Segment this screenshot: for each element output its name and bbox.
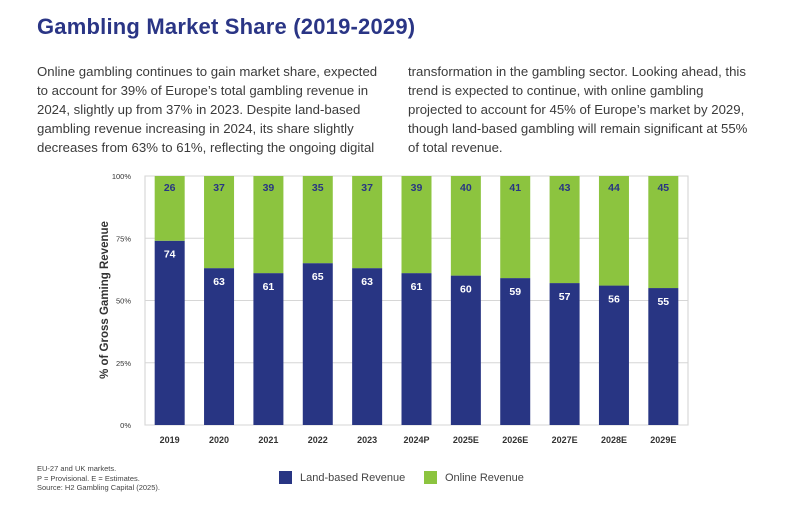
axes: 0% 25% 50% 75% 100% 2019 2020 2021 2022 2023 2024P… [112, 172, 677, 445]
bar-land-2023 [352, 268, 383, 425]
data-label-land-2027E: 57 [559, 291, 571, 303]
bar-online-2020 [204, 176, 235, 269]
bar-online-2024P [401, 176, 432, 274]
data-label-online-2019: 26 [164, 182, 176, 194]
bar-land-2019 [154, 240, 185, 425]
data-label-land-2024P: 61 [411, 281, 423, 293]
data-label-land-2021: 61 [263, 281, 275, 293]
bar-online-2027E [549, 176, 580, 284]
legend: Land-based Revenue Online Revenue [0, 471, 800, 489]
x-tick-label-2021: 2021 [258, 435, 278, 445]
bar-online-2019 [154, 176, 185, 241]
bar-online-2028E [598, 176, 629, 286]
x-tick-label-2020: 2020 [209, 435, 229, 445]
bar-online-2029E [648, 176, 679, 289]
legend-swatch-online [424, 471, 437, 484]
footnote-abbreviations: P = Provisional. E = Estimates. [37, 473, 140, 483]
data-label-online-2026E: 41 [509, 182, 521, 194]
footnote-markets: EU-27 and UK markets. [37, 464, 117, 473]
x-tick-label-2022: 2022 [308, 435, 328, 445]
data-label-land-2022: 65 [312, 271, 324, 283]
footnotes: EU-27 and UK markets. P = Provisional. E… [37, 464, 160, 493]
data-label-online-2022: 35 [312, 182, 324, 194]
legend-swatch-land [279, 471, 292, 484]
description-left: Online gambling continues to gain market… [37, 64, 378, 155]
data-label-online-2024P: 39 [411, 182, 423, 194]
data-label-land-2019: 74 [164, 249, 176, 261]
x-tick-label-2028E: 2028E [601, 435, 627, 445]
x-tick-label-2027E: 2027E [552, 435, 578, 445]
data-label-online-2023: 37 [361, 182, 373, 194]
data-label-online-2028E: 44 [608, 182, 620, 194]
data-label-online-2020: 37 [213, 182, 225, 194]
bar-online-2023 [352, 176, 383, 269]
bar-land-2026E [500, 278, 531, 425]
y-tick-label: 0% [120, 421, 131, 430]
data-label-land-2026E: 59 [509, 286, 521, 298]
data-label-land-2020: 63 [213, 276, 225, 288]
x-tick-label-2023: 2023 [357, 435, 377, 445]
y-tick-label: 100% [112, 172, 132, 181]
description-right: transformation in the gambling sector. L… [408, 64, 748, 155]
y-tick-label: 25% [116, 359, 131, 368]
y-axis-label: % of Gross Gaming Revenue [99, 221, 111, 379]
bar-land-2029E [648, 288, 679, 425]
y-tick-label: 50% [116, 297, 131, 306]
x-tick-label-2019: 2019 [160, 435, 180, 445]
y-tick-label: 75% [116, 234, 131, 243]
x-tick-label-2025E: 2025E [453, 435, 479, 445]
legend-label-land: Land-based Revenue [300, 471, 406, 484]
x-tick-label-2026E: 2026E [502, 435, 528, 445]
data-label-online-2025E: 40 [460, 182, 472, 194]
data-label-land-2023: 63 [361, 276, 373, 288]
data-label-land-2028E: 56 [608, 294, 620, 306]
bar-online-2025E [450, 176, 481, 276]
legend-item-land: Land-based Revenue [279, 471, 405, 484]
data-label-online-2021: 39 [263, 182, 275, 194]
bar-land-2022 [302, 263, 333, 425]
footnote-source: Source: H2 Gambling Capital (2025). [37, 483, 160, 492]
bar-land-2024P [401, 273, 432, 425]
data-label-land-2029E: 55 [657, 296, 669, 308]
stacked-bar-chart: 26 74 37 63 39 61 35 65 37 63 39 61 40 60 41 59 43 57 44 56… [99, 172, 689, 445]
data-label-online-2029E: 45 [657, 182, 669, 194]
legend-item-online: Online Revenue [424, 471, 524, 484]
legend-label-online: Online Revenue [445, 471, 524, 484]
data-label-online-2027E: 43 [559, 182, 571, 194]
x-tick-label-2029E: 2029E [650, 435, 676, 445]
bar-land-2020 [204, 268, 235, 425]
chart-title: Gambling Market Share (2019-2029) [37, 14, 416, 39]
bar-online-2022 [302, 176, 333, 264]
data-labels: 26 74 37 63 39 61 35 65 37 63 39 61 40 60 41 59 43 57 44 56… [164, 182, 669, 308]
bar-land-2025E [450, 275, 481, 425]
bar-online-2021 [253, 176, 284, 274]
bar-online-2026E [500, 176, 531, 279]
bars [154, 176, 679, 425]
data-label-land-2025E: 60 [460, 284, 472, 296]
bar-land-2028E [598, 285, 629, 425]
x-tick-label-2024P: 2024P [403, 435, 429, 445]
bar-land-2021 [253, 273, 284, 425]
bar-land-2027E [549, 283, 580, 425]
